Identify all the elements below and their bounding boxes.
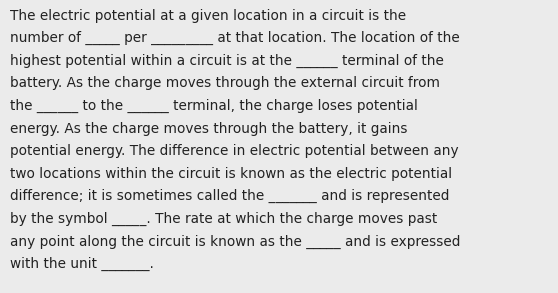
- Text: The electric potential at a given location in a circuit is the: The electric potential at a given locati…: [10, 9, 406, 23]
- Text: potential energy. The difference in electric potential between any: potential energy. The difference in elec…: [10, 144, 459, 158]
- Text: energy. As the charge moves through the battery, it gains: energy. As the charge moves through the …: [10, 122, 407, 136]
- Text: by the symbol _____. The rate at which the charge moves past: by the symbol _____. The rate at which t…: [10, 212, 437, 226]
- Text: battery. As the charge moves through the external circuit from: battery. As the charge moves through the…: [10, 76, 440, 91]
- Text: number of _____ per _________ at that location. The location of the: number of _____ per _________ at that lo…: [10, 31, 460, 45]
- Text: highest potential within a circuit is at the ______ terminal of the: highest potential within a circuit is at…: [10, 54, 444, 68]
- Text: two locations within the circuit is known as the electric potential: two locations within the circuit is know…: [10, 167, 452, 181]
- Text: any point along the circuit is known as the _____ and is expressed: any point along the circuit is known as …: [10, 234, 460, 248]
- Text: with the unit _______.: with the unit _______.: [10, 257, 154, 271]
- Text: the ______ to the ______ terminal, the charge loses potential: the ______ to the ______ terminal, the c…: [10, 99, 418, 113]
- Text: difference; it is sometimes called the _______ and is represented: difference; it is sometimes called the _…: [10, 189, 449, 203]
